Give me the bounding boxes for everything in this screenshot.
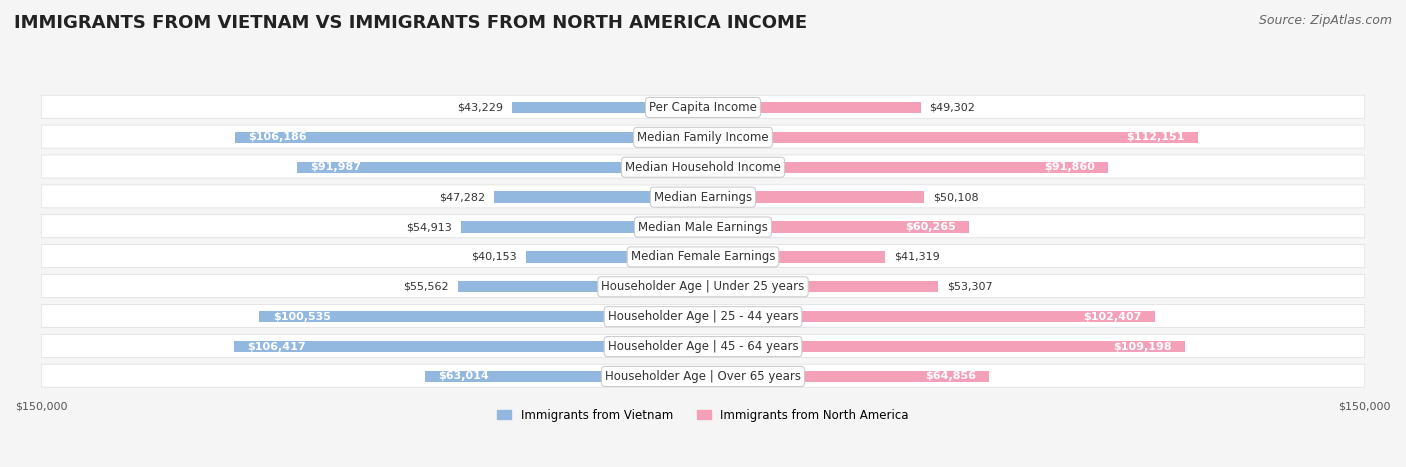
Bar	[495, 191, 703, 203]
Bar	[512, 102, 703, 113]
Bar	[703, 341, 1185, 352]
FancyBboxPatch shape	[41, 245, 1365, 268]
Text: $60,265: $60,265	[905, 222, 956, 232]
Bar	[461, 221, 703, 233]
Bar	[458, 281, 703, 292]
FancyBboxPatch shape	[41, 215, 1365, 238]
Text: Median Male Earnings: Median Male Earnings	[638, 220, 768, 234]
FancyBboxPatch shape	[41, 185, 1365, 208]
Text: $100,535: $100,535	[273, 311, 330, 322]
Text: $106,417: $106,417	[247, 341, 305, 352]
Text: $106,186: $106,186	[247, 132, 307, 142]
Text: $64,856: $64,856	[925, 371, 976, 382]
Legend: Immigrants from Vietnam, Immigrants from North America: Immigrants from Vietnam, Immigrants from…	[492, 404, 914, 427]
Text: Householder Age | Under 25 years: Householder Age | Under 25 years	[602, 280, 804, 293]
Text: $41,319: $41,319	[894, 252, 939, 262]
Text: $91,860: $91,860	[1045, 162, 1095, 172]
Text: $102,407: $102,407	[1083, 311, 1142, 322]
Text: Median Household Income: Median Household Income	[626, 161, 780, 174]
Text: Median Family Income: Median Family Income	[637, 131, 769, 144]
Text: $63,014: $63,014	[439, 371, 489, 382]
Bar	[703, 221, 969, 233]
Text: $49,302: $49,302	[929, 102, 976, 113]
Bar	[233, 341, 703, 352]
Bar	[703, 132, 1198, 143]
FancyBboxPatch shape	[41, 334, 1365, 357]
Text: $43,229: $43,229	[457, 102, 503, 113]
FancyBboxPatch shape	[41, 125, 1365, 148]
Bar	[235, 132, 703, 143]
Bar	[703, 281, 938, 292]
Text: Median Earnings: Median Earnings	[654, 191, 752, 204]
Text: $40,153: $40,153	[471, 252, 517, 262]
FancyBboxPatch shape	[41, 275, 1365, 297]
Text: Householder Age | Over 65 years: Householder Age | Over 65 years	[605, 370, 801, 383]
Text: $91,987: $91,987	[311, 162, 361, 172]
Bar	[260, 311, 703, 322]
Bar	[526, 251, 703, 262]
FancyBboxPatch shape	[41, 95, 1365, 118]
Text: $54,913: $54,913	[406, 222, 451, 232]
Text: Householder Age | 45 - 64 years: Householder Age | 45 - 64 years	[607, 340, 799, 353]
Text: $50,108: $50,108	[934, 192, 979, 202]
Text: $55,562: $55,562	[404, 282, 449, 292]
Text: Per Capita Income: Per Capita Income	[650, 101, 756, 114]
Bar	[425, 371, 703, 382]
Text: Source: ZipAtlas.com: Source: ZipAtlas.com	[1258, 14, 1392, 27]
FancyBboxPatch shape	[41, 155, 1365, 178]
Bar	[703, 371, 990, 382]
Bar	[703, 162, 1108, 173]
Bar	[297, 162, 703, 173]
Bar	[703, 311, 1154, 322]
FancyBboxPatch shape	[41, 364, 1365, 387]
Bar	[703, 102, 921, 113]
Text: $112,151: $112,151	[1126, 132, 1184, 142]
Text: $53,307: $53,307	[948, 282, 993, 292]
Text: Householder Age | 25 - 44 years: Householder Age | 25 - 44 years	[607, 310, 799, 323]
FancyBboxPatch shape	[41, 304, 1365, 327]
Text: $47,282: $47,282	[440, 192, 485, 202]
Text: Median Female Earnings: Median Female Earnings	[631, 250, 775, 263]
Bar	[703, 251, 886, 262]
Text: $109,198: $109,198	[1114, 341, 1171, 352]
Bar	[703, 191, 924, 203]
Text: IMMIGRANTS FROM VIETNAM VS IMMIGRANTS FROM NORTH AMERICA INCOME: IMMIGRANTS FROM VIETNAM VS IMMIGRANTS FR…	[14, 14, 807, 32]
